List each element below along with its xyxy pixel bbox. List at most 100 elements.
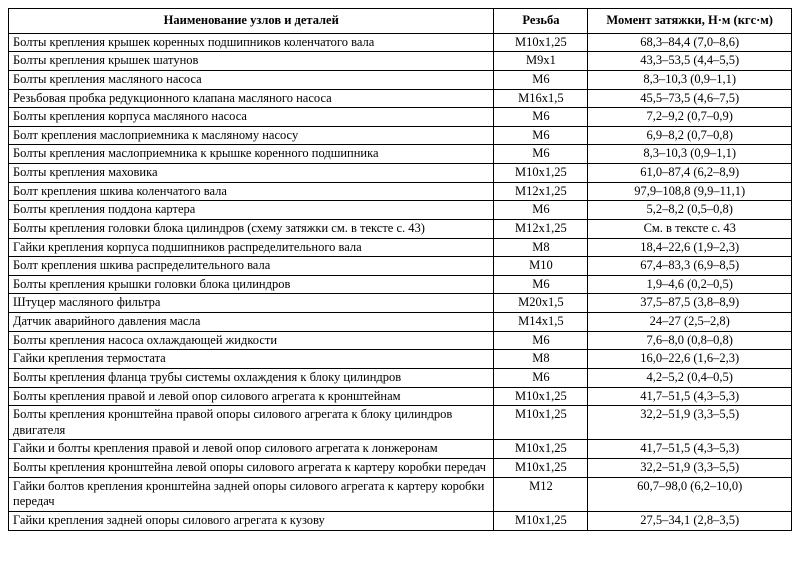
cell-thread: М8 [494, 350, 588, 369]
cell-torque: 8,3–10,3 (0,9–1,1) [588, 145, 792, 164]
cell-thread: М8 [494, 238, 588, 257]
cell-torque: 4,2–5,2 (0,4–0,5) [588, 368, 792, 387]
cell-name: Болты крепления головки блока цилиндров … [9, 219, 494, 238]
cell-name: Болт крепления шкива распределительного … [9, 257, 494, 276]
cell-torque: 67,4–83,3 (6,9–8,5) [588, 257, 792, 276]
cell-name: Болты крепления крышек шатунов [9, 52, 494, 71]
cell-name: Болты крепления маслоприемника к крышке … [9, 145, 494, 164]
cell-torque: 61,0–87,4 (6,2–8,9) [588, 164, 792, 183]
table-row: Болты крепления крышек коренных подшипни… [9, 33, 792, 52]
col-header-name: Наименование узлов и деталей [9, 9, 494, 34]
table-row: Болт крепления шкива распределительного … [9, 257, 792, 276]
table-row: Гайки крепления задней опоры силового аг… [9, 511, 792, 530]
cell-name: Болты крепления фланца трубы системы охл… [9, 368, 494, 387]
cell-thread: М6 [494, 201, 588, 220]
cell-torque: 32,2–51,9 (3,3–5,5) [588, 459, 792, 478]
table-row: Болты крепления фланца трубы системы охл… [9, 368, 792, 387]
table-row: Болты крепления кронштейна правой опоры … [9, 406, 792, 440]
table-row: Болты крепления поддона картераМ65,2–8,2… [9, 201, 792, 220]
cell-torque: 45,5–73,5 (4,6–7,5) [588, 89, 792, 108]
cell-thread: М10х1,25 [494, 164, 588, 183]
cell-thread: М6 [494, 126, 588, 145]
cell-name: Болты крепления правой и левой опор сило… [9, 387, 494, 406]
cell-thread: М10 [494, 257, 588, 276]
cell-thread: М9х1 [494, 52, 588, 71]
cell-thread: М20х1,5 [494, 294, 588, 313]
cell-thread: М10х1,25 [494, 33, 588, 52]
cell-torque: 37,5–87,5 (3,8–8,9) [588, 294, 792, 313]
cell-name: Болт крепления маслоприемника к масляном… [9, 126, 494, 145]
table-row: Болты крепления корпуса масляного насоса… [9, 108, 792, 127]
table-row: Болты крепления маховикаМ10х1,2561,0–87,… [9, 164, 792, 183]
cell-thread: М10х1,25 [494, 459, 588, 478]
cell-torque: 43,3–53,5 (4,4–5,5) [588, 52, 792, 71]
cell-torque: 41,7–51,5 (4,3–5,3) [588, 387, 792, 406]
cell-name: Штуцер масляного фильтра [9, 294, 494, 313]
cell-name: Болты крепления поддона картера [9, 201, 494, 220]
cell-thread: М12х1,25 [494, 182, 588, 201]
cell-thread: М6 [494, 331, 588, 350]
cell-name: Гайки и болты крепления правой и левой о… [9, 440, 494, 459]
cell-thread: М10х1,25 [494, 406, 588, 440]
table-row: Болты крепления кронштейна левой опоры с… [9, 459, 792, 478]
table-row: Болт крепления шкива коленчатого валаМ12… [9, 182, 792, 201]
cell-torque: 97,9–108,8 (9,9–11,1) [588, 182, 792, 201]
table-row: Болт крепления маслоприемника к масляном… [9, 126, 792, 145]
cell-thread: М12 [494, 477, 588, 511]
cell-torque: 60,7–98,0 (6,2–10,0) [588, 477, 792, 511]
cell-thread: М14х1,5 [494, 313, 588, 332]
cell-name: Болты крепления корпуса масляного насоса [9, 108, 494, 127]
cell-torque: См. в тексте с. 43 [588, 219, 792, 238]
table-row: Гайки крепления корпуса подшипников расп… [9, 238, 792, 257]
cell-name: Гайки крепления задней опоры силового аг… [9, 511, 494, 530]
cell-thread: М10х1,25 [494, 511, 588, 530]
cell-name: Гайки крепления термостата [9, 350, 494, 369]
table-row: Болты крепления маслоприемника к крышке … [9, 145, 792, 164]
cell-torque: 7,6–8,0 (0,8–0,8) [588, 331, 792, 350]
cell-thread: М6 [494, 70, 588, 89]
table-row: Болты крепления головки блока цилиндров … [9, 219, 792, 238]
cell-name: Болты крепления масляного насоса [9, 70, 494, 89]
cell-thread: М10х1,25 [494, 440, 588, 459]
cell-torque: 68,3–84,4 (7,0–8,6) [588, 33, 792, 52]
cell-name: Датчик аварийного давления масла [9, 313, 494, 332]
cell-name: Болты крепления маховика [9, 164, 494, 183]
torque-table: Наименование узлов и деталей Резьба Моме… [8, 8, 792, 531]
cell-name: Болт крепления шкива коленчатого вала [9, 182, 494, 201]
table-row: Болты крепления крышек шатуновМ9х143,3–5… [9, 52, 792, 71]
cell-thread: М6 [494, 368, 588, 387]
cell-thread: М6 [494, 145, 588, 164]
cell-torque: 16,0–22,6 (1,6–2,3) [588, 350, 792, 369]
cell-thread: М6 [494, 275, 588, 294]
table-row: Гайки и болты крепления правой и левой о… [9, 440, 792, 459]
cell-torque: 32,2–51,9 (3,3–5,5) [588, 406, 792, 440]
cell-thread: М10х1,25 [494, 387, 588, 406]
table-row: Гайки крепления термостатаМ816,0–22,6 (1… [9, 350, 792, 369]
cell-torque: 8,3–10,3 (0,9–1,1) [588, 70, 792, 89]
cell-name: Болты крепления кронштейна правой опоры … [9, 406, 494, 440]
cell-torque: 7,2–9,2 (0,7–0,9) [588, 108, 792, 127]
cell-torque: 24–27 (2,5–2,8) [588, 313, 792, 332]
cell-thread: М16х1,5 [494, 89, 588, 108]
col-header-thread: Резьба [494, 9, 588, 34]
cell-torque: 18,4–22,6 (1,9–2,3) [588, 238, 792, 257]
table-row: Болты крепления масляного насосаМ68,3–10… [9, 70, 792, 89]
cell-thread: М6 [494, 108, 588, 127]
cell-torque: 1,9–4,6 (0,2–0,5) [588, 275, 792, 294]
table-row: Гайки болтов крепления кронштейна задней… [9, 477, 792, 511]
cell-name: Гайки болтов крепления кронштейна задней… [9, 477, 494, 511]
cell-torque: 5,2–8,2 (0,5–0,8) [588, 201, 792, 220]
cell-torque: 6,9–8,2 (0,7–0,8) [588, 126, 792, 145]
cell-name: Болты крепления крышек коренных подшипни… [9, 33, 494, 52]
table-row: Болты крепления крышки головки блока цил… [9, 275, 792, 294]
col-header-torque: Момент затяжки, Н·м (кгс·м) [588, 9, 792, 34]
cell-name: Гайки крепления корпуса подшипников расп… [9, 238, 494, 257]
cell-name: Болты крепления крышки головки блока цил… [9, 275, 494, 294]
cell-name: Болты крепления кронштейна левой опоры с… [9, 459, 494, 478]
cell-name: Резьбовая пробка редукционного клапана м… [9, 89, 494, 108]
table-header-row: Наименование узлов и деталей Резьба Моме… [9, 9, 792, 34]
table-row: Штуцер масляного фильтраМ20х1,537,5–87,5… [9, 294, 792, 313]
cell-torque: 41,7–51,5 (4,3–5,3) [588, 440, 792, 459]
table-row: Датчик аварийного давления маслаМ14х1,52… [9, 313, 792, 332]
table-row: Болты крепления насоса охлаждающей жидко… [9, 331, 792, 350]
